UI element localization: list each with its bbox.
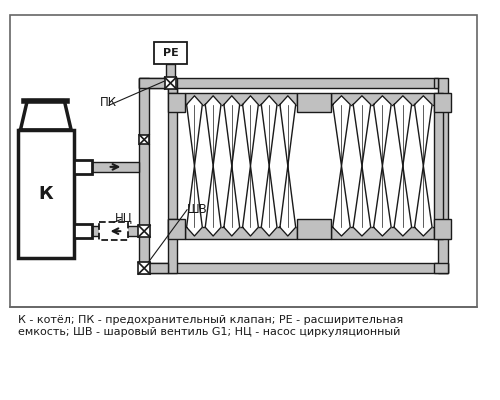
- Polygon shape: [374, 96, 391, 166]
- Bar: [434, 93, 451, 112]
- Bar: [140, 78, 168, 88]
- Polygon shape: [205, 96, 221, 166]
- Polygon shape: [186, 166, 202, 236]
- Polygon shape: [394, 166, 411, 236]
- Bar: [140, 263, 448, 273]
- Bar: [154, 42, 187, 64]
- Bar: [332, 93, 434, 104]
- Bar: [168, 220, 177, 273]
- Bar: [434, 78, 438, 88]
- Bar: [168, 93, 185, 112]
- Bar: [185, 227, 297, 239]
- Text: ШВ: ШВ: [187, 203, 208, 216]
- Bar: [140, 135, 149, 144]
- Text: К: К: [38, 185, 53, 203]
- Bar: [168, 78, 177, 93]
- Polygon shape: [414, 166, 432, 236]
- Bar: [297, 220, 332, 239]
- Bar: [297, 93, 332, 112]
- Polygon shape: [280, 166, 295, 236]
- Polygon shape: [394, 96, 411, 166]
- Bar: [168, 93, 177, 239]
- Text: НЦ: НЦ: [115, 211, 133, 224]
- Bar: [92, 226, 140, 236]
- Polygon shape: [186, 96, 202, 166]
- Bar: [168, 88, 177, 93]
- Polygon shape: [242, 96, 258, 166]
- Bar: [74, 160, 92, 174]
- Text: ПК: ПК: [100, 96, 117, 109]
- Bar: [74, 224, 92, 238]
- Bar: [140, 78, 438, 88]
- Polygon shape: [242, 166, 258, 236]
- Bar: [164, 77, 176, 89]
- Bar: [185, 93, 297, 104]
- Bar: [332, 227, 434, 239]
- Polygon shape: [224, 166, 240, 236]
- Polygon shape: [205, 166, 221, 236]
- Polygon shape: [414, 96, 432, 166]
- Polygon shape: [280, 96, 295, 166]
- Bar: [138, 225, 150, 237]
- Polygon shape: [262, 96, 277, 166]
- Bar: [434, 93, 444, 239]
- Bar: [10, 15, 478, 307]
- Bar: [138, 262, 150, 274]
- Polygon shape: [353, 166, 370, 236]
- Bar: [18, 130, 74, 258]
- Bar: [168, 220, 185, 239]
- Text: К - котёл; ПК - предохранительный клапан; РЕ - расширительная
емкость; ШВ - шаро: К - котёл; ПК - предохранительный клапан…: [18, 315, 403, 336]
- Bar: [92, 162, 140, 172]
- Polygon shape: [353, 96, 370, 166]
- Polygon shape: [262, 166, 277, 236]
- Bar: [140, 263, 168, 273]
- Text: РЕ: РЕ: [162, 48, 178, 58]
- Polygon shape: [20, 101, 71, 130]
- Bar: [434, 263, 448, 273]
- Bar: [434, 220, 451, 239]
- Polygon shape: [374, 166, 391, 236]
- Bar: [140, 78, 149, 273]
- Polygon shape: [224, 96, 240, 166]
- Bar: [438, 78, 448, 273]
- Bar: [99, 222, 128, 240]
- Polygon shape: [332, 96, 350, 166]
- Polygon shape: [332, 166, 350, 236]
- Bar: [166, 64, 175, 78]
